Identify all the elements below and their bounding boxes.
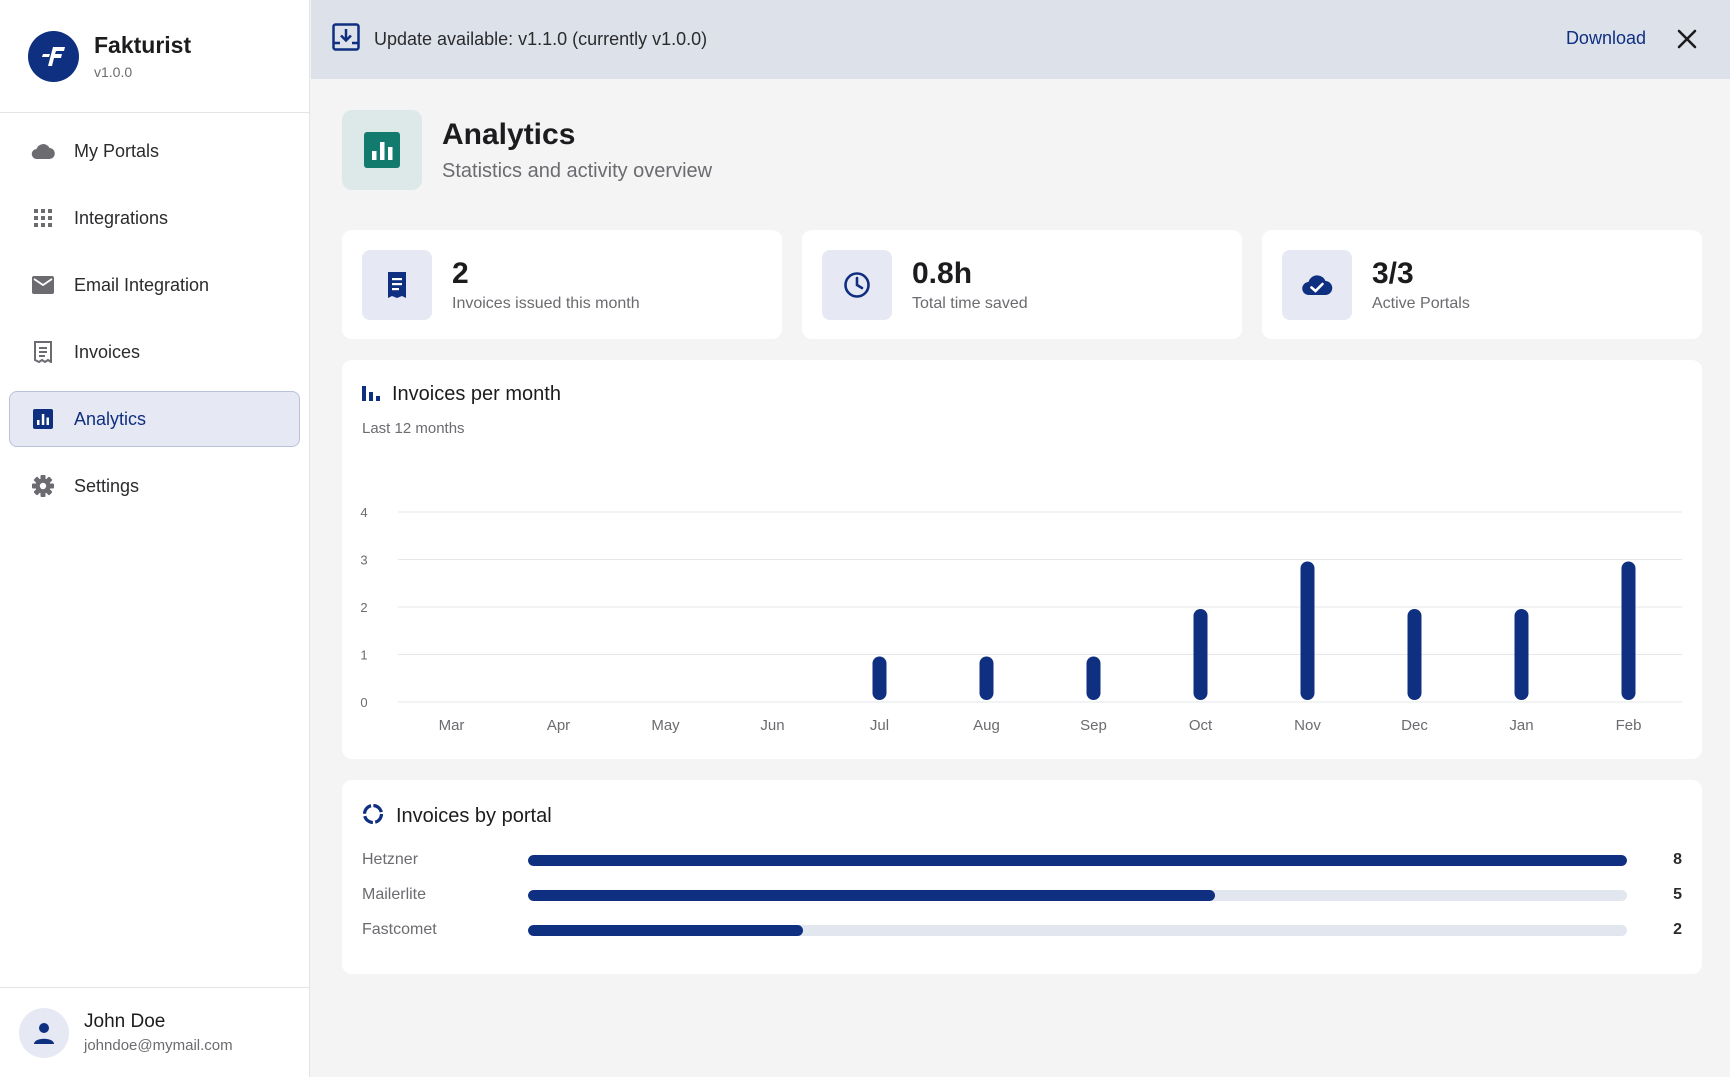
stat-card-active-portals: 3/3 Active Portals: [1262, 230, 1702, 339]
y-tick-label: 4: [360, 505, 367, 520]
sidebar-item-label: My Portals: [74, 140, 160, 161]
bar-chart-icon: [362, 383, 380, 406]
portal-name: Hetzner: [362, 851, 419, 868]
portal-bar-fastcomet: [528, 924, 803, 936]
page-header: Analytics Statistics and activity overvi…: [342, 110, 712, 190]
bar-dec: [1407, 609, 1422, 700]
sidebar-item-label: Invoices: [74, 341, 141, 362]
sidebar-item-label: Integrations: [74, 207, 169, 228]
invoices-per-month-chart: 0 1 2 3 4 Mar Apr May Jun Jul Aug Sep Oct Nov Dec Jan Fe…: [360, 505, 1682, 734]
sidebar-item-my-portals[interactable]: My Portals: [9, 123, 300, 179]
x-tick-label: Oct: [1189, 717, 1213, 734]
clock-icon: [822, 249, 892, 320]
app-version: v1.0.0: [94, 64, 133, 80]
cloud-check-icon: [1282, 249, 1352, 320]
x-tick-label: Mar: [439, 717, 465, 734]
chart-subtitle: Last 12 months: [362, 420, 465, 437]
stat-label: Total time saved: [912, 294, 1028, 312]
download-update-icon: [332, 23, 360, 56]
update-banner-text: Update available: v1.1.0 (currently v1.0…: [374, 29, 708, 49]
user-email: johndoe@mymail.com: [84, 1037, 233, 1054]
user-name: John Doe: [84, 1011, 166, 1032]
stat-label: Invoices issued this month: [452, 294, 640, 312]
portal-name: Fastcomet: [362, 921, 437, 938]
portal-count: 5: [1673, 886, 1682, 903]
x-tick-label: Jun: [760, 717, 784, 734]
portal-bar-track: [528, 924, 1627, 936]
sidebar-item-invoices[interactable]: Invoices: [9, 324, 300, 380]
stat-card-invoices: 2 Invoices issued this month: [342, 230, 782, 339]
portal-bar-track: [528, 854, 1627, 866]
x-tick-label: Apr: [547, 717, 570, 734]
gear-icon: [31, 474, 55, 498]
portal-count: 8: [1673, 851, 1682, 868]
bar-jan: [1514, 609, 1529, 700]
portal-bar-track: [528, 889, 1627, 901]
y-tick-label: 1: [360, 648, 367, 663]
bar-aug: [979, 656, 994, 700]
sidebar-item-settings[interactable]: Settings: [9, 458, 300, 514]
avatar: [19, 1007, 69, 1058]
receipt-icon: [31, 340, 55, 364]
x-tick-label: Jul: [870, 717, 889, 734]
receipt-icon: [362, 249, 432, 320]
page-subtitle: Statistics and activity overview: [442, 159, 713, 182]
stat-card-time-saved: 0.8h Total time saved: [802, 230, 1242, 339]
x-tick-label: Dec: [1401, 717, 1428, 734]
bar-feb: [1621, 561, 1636, 700]
x-tick-label: Aug: [973, 717, 1000, 734]
grid-icon: [31, 206, 55, 230]
download-update-link[interactable]: Download: [1565, 28, 1646, 48]
x-tick-label: May: [651, 717, 680, 734]
bar-jul: [872, 656, 887, 700]
bar-sep: [1086, 656, 1101, 700]
analytics-icon: [342, 110, 422, 190]
page-title: Analytics: [442, 117, 576, 151]
stat-value: 0.8h: [912, 256, 973, 290]
cloud-icon: [31, 139, 55, 163]
mail-icon: [31, 273, 55, 297]
sidebar-item-label: Settings: [74, 475, 140, 496]
sidebar-item-label: Email Integration: [74, 274, 210, 295]
portal-bar-hetzner: [528, 854, 1627, 866]
brand: Fakturist v1.0.0: [0, 0, 309, 113]
x-tick-label: Sep: [1080, 717, 1107, 734]
user-icon: [34, 1022, 54, 1044]
app-name: Fakturist: [94, 32, 192, 58]
x-tick-label: Jan: [1509, 717, 1533, 734]
x-tick-label: Nov: [1294, 717, 1321, 734]
close-banner-button[interactable]: [1674, 26, 1700, 52]
stat-value: 3/3: [1372, 256, 1414, 290]
portal-row: Mailerlite 5: [362, 885, 1682, 905]
update-banner: Update available: v1.1.0 (currently v1.0…: [311, 0, 1730, 79]
stat-value: 2: [452, 256, 469, 290]
y-tick-label: 0: [360, 695, 367, 710]
fakturist-logo-icon: [28, 30, 79, 82]
sidebar-item-analytics[interactable]: Analytics: [9, 391, 300, 447]
portal-chart-title: Invoices by portal: [396, 805, 552, 827]
portal-row: Fastcomet 2: [362, 920, 1682, 940]
analytics-icon: [31, 407, 55, 431]
sidebar: Fakturist v1.0.0 My Portals Integrations: [0, 0, 310, 1077]
x-tick-label: Feb: [1616, 717, 1642, 734]
stat-label: Active Portals: [1372, 294, 1470, 312]
portal-count: 2: [1673, 921, 1682, 938]
invoices-per-month-card: Invoices per month Last 12 months 0 1 2 3 4 M…: [342, 360, 1702, 759]
bar-oct: [1193, 609, 1208, 700]
portal-name: Mailerlite: [362, 886, 427, 903]
y-tick-label: 2: [360, 600, 367, 615]
portal-bar-mailerlite: [528, 889, 1215, 901]
y-tick-label: 3: [360, 553, 367, 568]
donut-chart-icon: [362, 803, 384, 830]
sidebar-item-label: Analytics: [74, 408, 147, 429]
sidebar-item-integrations[interactable]: Integrations: [9, 190, 300, 246]
user-profile[interactable]: John Doe johndoe@mymail.com: [0, 987, 309, 1077]
close-icon: [1677, 29, 1697, 49]
sidebar-nav: My Portals Integrations Email Integratio…: [0, 113, 309, 514]
portal-row: Hetzner 8: [362, 850, 1682, 870]
chart-title: Invoices per month: [392, 383, 561, 405]
sidebar-item-email-integration[interactable]: Email Integration: [9, 257, 300, 313]
bar-nov: [1300, 561, 1315, 700]
invoices-by-portal-card: Invoices by portal Hetzner 8 Mailerlite 5 Fa…: [342, 780, 1702, 974]
